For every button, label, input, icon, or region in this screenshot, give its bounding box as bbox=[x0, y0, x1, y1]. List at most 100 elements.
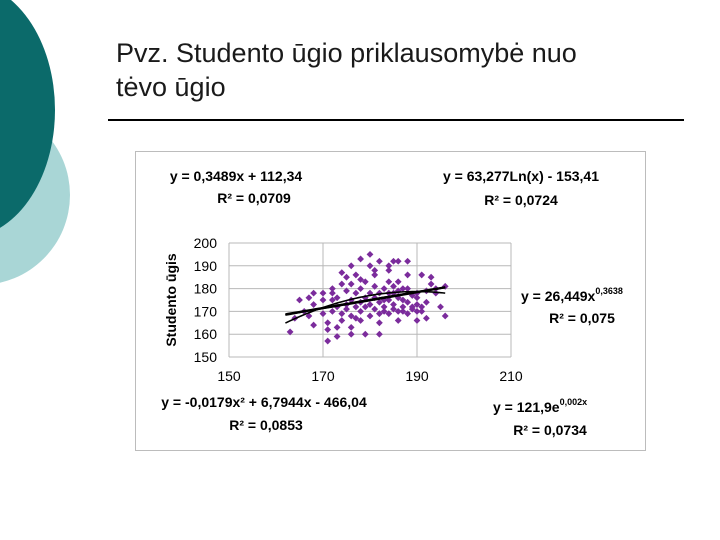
data-point bbox=[352, 289, 360, 297]
data-point bbox=[413, 301, 421, 308]
scatter-chart: 150 160 170 180 190 200 150 170 190 210 Studento … bbox=[161, 168, 623, 438]
data-point bbox=[404, 298, 411, 306]
data-point bbox=[319, 289, 327, 297]
data-point bbox=[385, 278, 393, 286]
data-point bbox=[371, 266, 379, 274]
x-tick-label: 190 bbox=[405, 368, 429, 384]
data-point bbox=[338, 280, 346, 288]
exp-equation-main: y = 121,9e bbox=[493, 399, 560, 415]
data-point bbox=[427, 273, 435, 281]
slide-decoration bbox=[0, 0, 70, 283]
y-tick-label: 200 bbox=[194, 235, 218, 251]
data-point bbox=[310, 321, 317, 329]
data-point bbox=[399, 296, 407, 304]
data-point bbox=[366, 301, 374, 308]
data-point bbox=[357, 285, 364, 292]
data-point bbox=[324, 337, 332, 345]
data-point bbox=[357, 276, 364, 283]
data-point bbox=[343, 305, 350, 313]
data-point bbox=[305, 294, 313, 302]
data-point bbox=[352, 303, 360, 311]
data-point bbox=[347, 330, 355, 338]
point-layer bbox=[286, 251, 449, 345]
data-point bbox=[385, 310, 393, 318]
data-point bbox=[427, 280, 435, 288]
log-r2-label: R² = 0,0724 bbox=[484, 192, 558, 208]
data-point bbox=[399, 303, 407, 311]
data-point bbox=[296, 296, 303, 304]
exp-equation-label: y = 121,9e0,002x bbox=[493, 397, 587, 415]
data-point bbox=[343, 273, 350, 281]
data-point bbox=[390, 282, 397, 290]
data-point bbox=[399, 285, 407, 292]
data-point bbox=[333, 323, 341, 331]
data-point bbox=[305, 312, 313, 320]
data-point bbox=[329, 285, 336, 292]
exp-equation-exponent: 0,002x bbox=[560, 397, 588, 407]
polynomial-r2-label: R² = 0,0853 bbox=[229, 417, 303, 433]
linear-equation-label: y = 0,3489x + 112,34 bbox=[170, 168, 303, 184]
data-point bbox=[329, 289, 336, 297]
data-point bbox=[357, 255, 364, 263]
y-tick-label: 160 bbox=[194, 326, 218, 342]
data-point bbox=[394, 308, 402, 315]
data-point bbox=[366, 312, 374, 320]
data-point bbox=[324, 326, 332, 334]
data-point bbox=[338, 310, 346, 318]
slide-title-line-2: tėvo ūgio bbox=[116, 72, 226, 102]
data-point bbox=[390, 257, 397, 265]
data-point bbox=[329, 296, 336, 304]
y-tick-label: 190 bbox=[194, 258, 218, 274]
linear-r2-label: R² = 0,0709 bbox=[217, 190, 291, 206]
data-point bbox=[310, 301, 317, 308]
data-point bbox=[404, 271, 411, 279]
data-point bbox=[418, 303, 426, 311]
data-point bbox=[319, 296, 327, 304]
data-point bbox=[380, 308, 388, 315]
data-point bbox=[366, 262, 374, 270]
slide-title-line-1: Pvz. Studento ūgio priklausomybė nuo bbox=[116, 38, 577, 68]
fit-layer bbox=[285, 286, 446, 324]
y-tick-label: 180 bbox=[194, 281, 218, 297]
data-point bbox=[357, 308, 364, 315]
data-point bbox=[390, 305, 397, 313]
data-point bbox=[376, 330, 383, 338]
data-point bbox=[352, 314, 360, 322]
data-point bbox=[437, 303, 444, 311]
data-point bbox=[357, 317, 364, 324]
data-point bbox=[423, 314, 430, 322]
data-point bbox=[404, 257, 411, 265]
exp-r2-label: R² = 0,0734 bbox=[513, 422, 587, 438]
data-point bbox=[347, 312, 355, 320]
data-point bbox=[347, 262, 355, 270]
data-point bbox=[394, 257, 402, 265]
data-point bbox=[413, 308, 421, 315]
data-point bbox=[404, 285, 411, 292]
power-equation-main: y = 26,449x bbox=[521, 288, 596, 304]
data-point bbox=[329, 308, 336, 315]
decoration-dark-circle bbox=[0, 0, 55, 228]
data-point bbox=[361, 303, 369, 311]
chart-frame: 150 160 170 180 190 200 150 170 190 210 Studento … bbox=[135, 151, 646, 451]
data-point bbox=[385, 262, 393, 270]
data-point bbox=[418, 308, 426, 315]
data-point bbox=[333, 294, 341, 302]
data-point bbox=[380, 285, 388, 292]
polynomial-equation-label: y = -0,0179x² + 6,7944x - 466,04 bbox=[161, 394, 367, 410]
data-point bbox=[338, 269, 346, 277]
title-divider bbox=[108, 119, 684, 121]
x-tick-label: 210 bbox=[499, 368, 523, 384]
slide-title: Pvz. Studento ūgio priklausomybė nuo tėv… bbox=[116, 36, 696, 104]
data-point bbox=[394, 317, 402, 324]
data-point bbox=[319, 310, 327, 318]
data-point bbox=[352, 271, 360, 279]
data-point bbox=[408, 303, 416, 311]
power-equation-label: y = 26,449x0,3638 bbox=[521, 286, 623, 304]
data-point bbox=[399, 308, 407, 315]
data-point bbox=[413, 317, 421, 324]
data-point bbox=[371, 271, 379, 279]
data-point bbox=[333, 333, 341, 340]
power-equation-exponent: 0,3638 bbox=[595, 286, 623, 296]
data-point bbox=[324, 319, 332, 327]
data-point bbox=[394, 278, 402, 286]
